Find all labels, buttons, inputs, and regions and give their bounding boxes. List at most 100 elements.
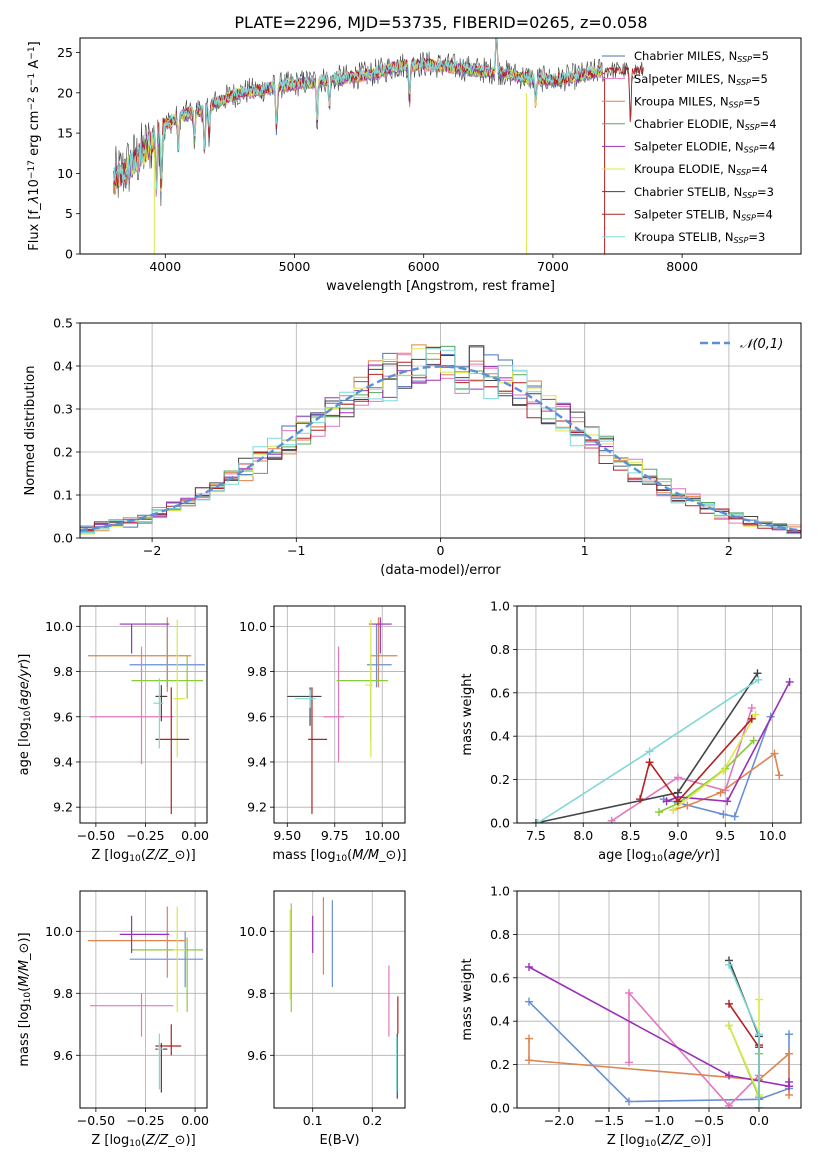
y-tick-label: 0.4 <box>490 1014 510 1029</box>
legend-label: Kroupa MILES, NSSP=5 <box>634 94 760 109</box>
y-tick-label: 0.6 <box>490 970 510 985</box>
data-point-8 <box>308 687 328 814</box>
weight-vs-age-panel: 7.5 8.0 8.5 9.0 9.5 10.0 0.0 0.2 0.4 0.6 0.8 1.0 age… <box>460 599 802 864</box>
x-axis-label: wavelength [Angstrom, rest frame] <box>326 279 555 294</box>
axes-frame <box>516 605 802 824</box>
weight-marker <box>625 1097 633 1106</box>
plot-area <box>87 906 204 1093</box>
plot-area <box>87 617 206 814</box>
x-tick-label: −2 <box>143 543 161 558</box>
y-tick-label: 25 <box>57 45 73 60</box>
weight-line-1 <box>663 716 772 818</box>
plot-area <box>531 669 794 823</box>
x-tick-label: 5000 <box>279 259 311 274</box>
legend: Chabrier MILES, NSSP=5 Salpeter MILES, NS… <box>602 49 777 245</box>
y-tick-label: 1.0 <box>490 884 510 899</box>
data-point-2 <box>89 993 174 1037</box>
x-tick-label: 0.0 <box>749 1113 769 1128</box>
weight-marker <box>625 988 633 997</box>
y-tick-label: 1.0 <box>490 599 510 614</box>
y-tick-label: 0.1 <box>53 488 73 503</box>
y-tick-label: 9.6 <box>247 709 267 724</box>
y-tick-label: 9.4 <box>247 754 267 769</box>
legend-label: Salpeter MILES, NSSP=5 <box>634 72 768 87</box>
y-tick-label: 0.8 <box>490 642 510 657</box>
y-tick-label: 10.0 <box>45 619 73 634</box>
weight-marker <box>625 1058 633 1067</box>
x-tick-label: −2.0 <box>544 1113 574 1128</box>
legend-label: Kroupa ELODIE, NSSP=4 <box>634 162 768 177</box>
data-point-7 <box>155 1042 168 1093</box>
x-tick-label: 7000 <box>537 259 569 274</box>
x-axis-label: mass [log10(M/M_⊙)] <box>272 848 406 864</box>
y-tick-label: 0.0 <box>490 1101 510 1116</box>
y-tick-label: 9.8 <box>247 664 267 679</box>
weight-marker <box>785 1049 793 1058</box>
y-tick-label: 10.0 <box>239 619 267 634</box>
weight-marker <box>669 805 678 814</box>
data-point-7 <box>287 687 322 726</box>
x-axis-label: age [log10(age/yr)] <box>598 848 720 864</box>
y-tick-label: 9.2 <box>247 800 267 815</box>
y-tick-label: 10.0 <box>45 924 73 939</box>
y-tick-label: 0.4 <box>53 359 73 374</box>
y-axis-label: mass weight <box>460 958 475 1040</box>
y-tick-label: 9.6 <box>247 1048 267 1063</box>
y-tick-label: 9.8 <box>53 986 73 1001</box>
weight-marker <box>531 819 540 823</box>
data-point-1 <box>129 931 204 988</box>
weight-marker <box>755 1030 763 1039</box>
axes-frame <box>79 605 208 824</box>
y-tick-label: 0.2 <box>53 445 73 460</box>
data-point-4 <box>336 653 388 742</box>
x-tick-label: 8.5 <box>621 828 641 843</box>
legend-label: Salpeter STELIB, NSSP=4 <box>634 207 773 222</box>
data-point-9 <box>153 678 164 749</box>
y-tick-label: 10 <box>57 166 73 181</box>
x-tick-label: −0.25 <box>126 1113 164 1128</box>
data-point-9 <box>157 1033 164 1090</box>
x-tick-label: 0.1 <box>303 1113 323 1128</box>
x-tick-label: 9.5 <box>715 828 735 843</box>
data-point-4 <box>131 655 204 699</box>
data-point-3 <box>87 617 192 692</box>
weight-marker <box>662 797 671 806</box>
histogram-salpeter-stelib <box>80 347 801 538</box>
y-tick-label: 5 <box>65 206 73 221</box>
weight-marker <box>716 788 725 797</box>
legend-label: Kroupa STELIB, NSSP=3 <box>634 230 765 245</box>
y-tick-label: 0.2 <box>490 772 510 787</box>
x-tick-label: 2 <box>725 543 733 558</box>
weight-marker <box>730 812 739 821</box>
legend-label: Chabrier ELODIE, NSSP=4 <box>634 117 777 132</box>
x-axis-label: E(B-V) <box>319 1133 359 1148</box>
x-axis-label: Z [log10(Z/Z_⊙)] <box>91 848 195 864</box>
data-point-5 <box>368 617 392 654</box>
data-point-3 <box>370 617 398 688</box>
y-tick-label: 9.8 <box>53 664 73 679</box>
weight-marker <box>747 703 756 712</box>
weight-marker <box>785 1030 793 1039</box>
x-tick-label: 6000 <box>408 259 440 274</box>
y-tick-label: 9.2 <box>53 800 73 815</box>
y-tick-label: 0.8 <box>490 927 510 942</box>
weight-marker <box>723 797 732 806</box>
age-vs-metallicity-panel: −0.50 −0.25 0.00 9.2 9.4 9.6 9.8 10.0 Z [log10(Z… <box>17 605 209 864</box>
x-axis-label: Z [log10(Z/Z_⊙)] <box>607 1133 711 1149</box>
y-tick-label: 0 <box>65 247 73 262</box>
weight-marker <box>655 808 663 817</box>
y-axis-label: mass [log10(M/M_⊙)] <box>17 932 33 1066</box>
y-axis-label: mass weight <box>460 673 475 755</box>
weight-marker <box>753 669 762 678</box>
weight-marker <box>755 1104 763 1108</box>
figure-title: PLATE=2296, MJD=53735, FIBERID=0265, z=0… <box>234 13 647 32</box>
x-tick-label: 0.00 <box>181 828 209 843</box>
y-tick-label: 9.6 <box>53 709 73 724</box>
weight-marker <box>645 758 654 767</box>
y-tick-label: 9.6 <box>53 1048 73 1063</box>
weight-marker <box>725 999 733 1008</box>
data-point-2 <box>323 646 345 762</box>
weight-marker <box>636 795 645 804</box>
legend-label: Chabrier STELIB, NSSP=3 <box>634 185 774 200</box>
x-axis-label: (data-model)/error <box>380 563 501 578</box>
